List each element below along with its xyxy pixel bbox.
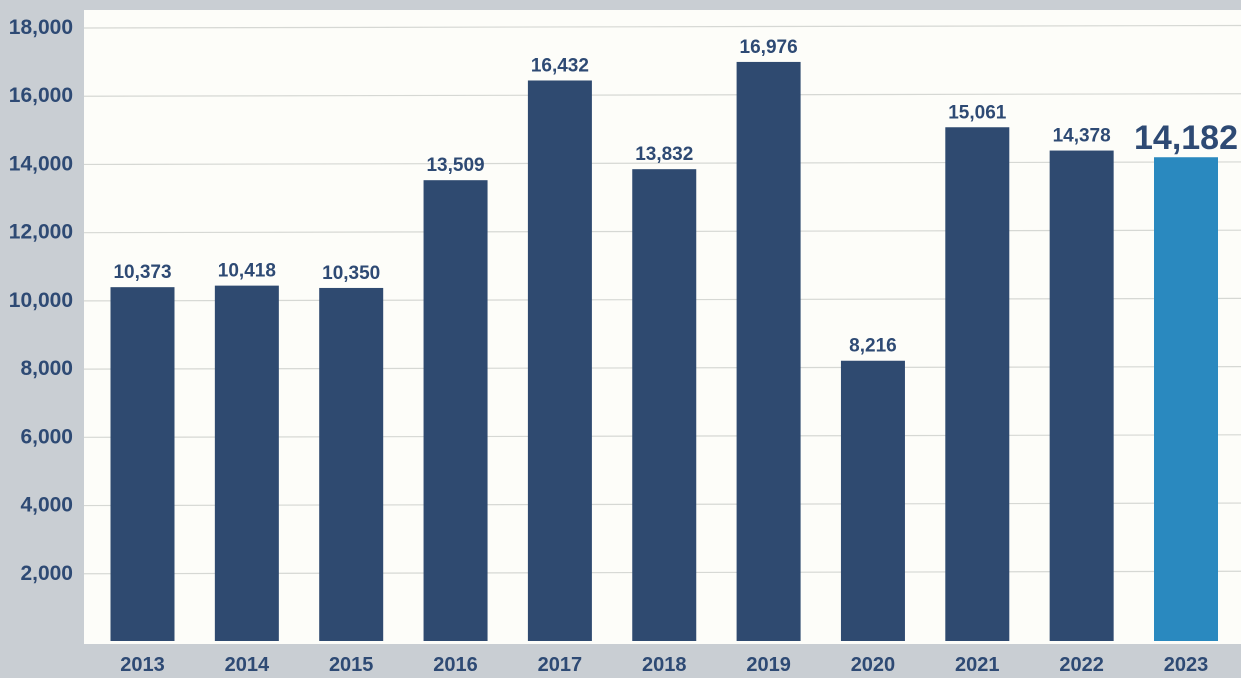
- gridline: [83, 93, 1241, 97]
- bar-value-label-2017: 16,432: [531, 55, 589, 76]
- y-tick-label: 10,000: [9, 289, 73, 312]
- bar-2013: [110, 287, 175, 641]
- bar-2018: [632, 169, 697, 641]
- bar-2020: [840, 360, 905, 641]
- x-tick-label-2015: 2015: [329, 654, 374, 673]
- bar-2017: [527, 80, 592, 642]
- bar-value-labels: 10,373 10,418 10,350 13,509 16,432 13,832 16,9…: [113, 37, 1238, 357]
- x-tick-label-2020: 2020: [851, 654, 896, 673]
- bar-2019: [736, 61, 801, 641]
- x-tick-label-2021: 2021: [955, 654, 1000, 673]
- x-tick-label-2023: 2023: [1164, 654, 1209, 673]
- y-tick-label: 2,000: [20, 562, 73, 585]
- x-tick-label-2017: 2017: [538, 654, 583, 673]
- x-tick-label-2014: 2014: [225, 654, 270, 673]
- bar-2022: [1049, 150, 1114, 641]
- bar-value-label-2021: 15,061: [948, 102, 1007, 123]
- x-tick-label-2018: 2018: [642, 654, 687, 673]
- bar-value-label-2023: 14,182: [1134, 119, 1238, 157]
- bar-value-label-2014: 10,418: [218, 261, 276, 282]
- bar-2015: [319, 287, 384, 641]
- bars: [110, 61, 1218, 642]
- bar-2014: [214, 285, 279, 641]
- x-tick-label-2022: 2022: [1059, 654, 1104, 673]
- bar-value-label-2022: 14,378: [1053, 126, 1111, 147]
- y-tick-label: 12,000: [9, 221, 73, 244]
- bar-value-label-2015: 10,350: [322, 263, 380, 284]
- y-tick-label: 14,000: [9, 152, 73, 175]
- y-tick-label: 6,000: [20, 425, 73, 448]
- y-tick-label: 4,000: [20, 494, 73, 517]
- x-tick-label-2013: 2013: [120, 654, 165, 673]
- y-axis-ticks: 2,000 4,000 6,000 8,000 10,000 12,000 14,000 16…: [9, 16, 73, 585]
- x-tick-label-2019: 2019: [746, 654, 791, 673]
- bar-value-label-2018: 13,832: [635, 144, 693, 165]
- y-tick-label: 16,000: [9, 84, 73, 107]
- bar-2016: [423, 180, 488, 641]
- bar-value-label-2013: 10,373: [113, 262, 171, 283]
- bar-2021: [945, 127, 1010, 641]
- gridline: [83, 161, 1241, 166]
- gridline: [83, 24, 1241, 29]
- bar-value-label-2020: 8,216: [849, 336, 897, 357]
- x-axis-ticks: 2013 2014 2015 2016 2017 2018 2019 2020 2021 2022…: [120, 654, 1209, 676]
- bar-2023: [1154, 157, 1218, 642]
- y-tick-label: 18,000: [9, 16, 73, 39]
- y-tick-label: 8,000: [20, 357, 73, 380]
- bar-value-label-2016: 13,509: [426, 155, 484, 176]
- x-tick-label-2016: 2016: [433, 654, 478, 673]
- bar-value-label-2019: 16,976: [740, 37, 798, 58]
